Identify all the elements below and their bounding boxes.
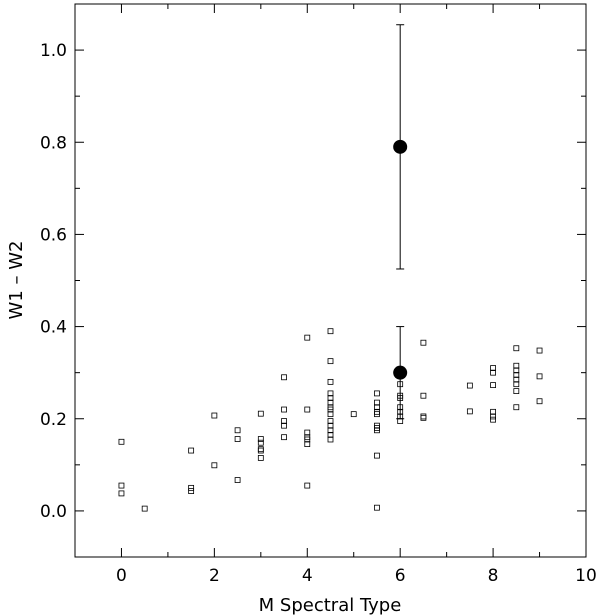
square-marker — [374, 504, 380, 511]
square-marker — [234, 436, 241, 442]
square-marker — [513, 404, 520, 411]
square-marker — [397, 418, 404, 424]
square-marker — [281, 406, 287, 413]
square-marker — [188, 488, 195, 495]
y-tick-label: 0.4 — [40, 318, 67, 338]
square-marker — [490, 369, 496, 376]
square-marker — [374, 390, 380, 397]
y-tick-label: 0.6 — [40, 225, 67, 245]
x-axis-label: M Spectral Type — [259, 595, 402, 616]
error-bars — [396, 24, 405, 420]
x-tick-label: 10 — [575, 566, 597, 586]
square-marker — [490, 382, 496, 389]
circle-marker — [393, 139, 408, 154]
square-marker — [327, 436, 334, 443]
plot-frame — [74, 3, 587, 558]
axis-ticks — [74, 3, 587, 558]
square-marker — [374, 411, 380, 418]
square-marker — [420, 339, 427, 346]
y-tick-label: 0.2 — [40, 410, 67, 430]
y-tick-label: 0.0 — [40, 502, 67, 522]
square-marker — [257, 410, 264, 417]
x-tick-label: 0 — [116, 566, 127, 586]
square-marker — [397, 381, 404, 388]
square-marker — [281, 422, 287, 429]
square-marker — [304, 406, 311, 413]
x-tick-label: 4 — [302, 566, 313, 586]
square-marker — [234, 477, 241, 483]
square-marker — [327, 328, 334, 335]
square-marker — [304, 482, 311, 489]
x-tick-label: 8 — [488, 566, 499, 586]
square-marker — [188, 447, 195, 454]
square-marker — [374, 427, 380, 434]
square-marker — [374, 452, 380, 459]
square-marker — [466, 382, 473, 389]
square-marker — [420, 414, 427, 421]
square-marker — [257, 436, 264, 442]
square-marker — [513, 345, 520, 352]
square-marker — [397, 395, 404, 401]
square-marker — [118, 490, 125, 497]
square-marker — [141, 505, 148, 512]
square-marker — [327, 411, 334, 418]
square-marker — [257, 439, 264, 446]
square-marker — [490, 413, 496, 420]
square-marker — [281, 434, 287, 441]
square-marker — [420, 413, 427, 420]
square-marker — [118, 482, 125, 489]
x-tick-label: 2 — [209, 566, 220, 586]
x-tick-label: 6 — [395, 566, 406, 586]
square-marker — [257, 446, 264, 453]
square-marker — [513, 381, 520, 388]
square-marker — [211, 462, 218, 469]
square-marker — [420, 392, 427, 399]
square-marker — [536, 398, 543, 405]
square-marker — [327, 378, 334, 385]
square-marker — [188, 484, 195, 491]
y-axis-label: W1 – W2 — [6, 241, 27, 320]
square-marker — [536, 347, 543, 354]
square-marker — [466, 408, 473, 415]
square-marker — [281, 374, 287, 381]
square-marker — [327, 358, 334, 365]
square-marker — [304, 441, 311, 447]
square-marker — [211, 412, 218, 419]
square-marker — [350, 411, 357, 418]
square-marker — [490, 416, 496, 423]
square-marker — [257, 455, 264, 461]
square-marker — [513, 388, 520, 395]
square-marker — [304, 334, 311, 341]
x-tick-labels: 0 2 4 6 8 10 — [116, 566, 597, 586]
square-marker — [118, 438, 125, 445]
data-points — [118, 139, 543, 512]
y-tick-label: 1.0 — [40, 41, 67, 61]
square-marker — [536, 373, 543, 380]
y-tick-label: 0.8 — [40, 133, 67, 153]
square-marker — [257, 447, 264, 454]
y-tick-labels: 0.0 0.2 0.4 0.6 0.8 1.0 — [40, 41, 67, 522]
circle-marker — [393, 365, 408, 380]
square-marker — [234, 427, 241, 434]
